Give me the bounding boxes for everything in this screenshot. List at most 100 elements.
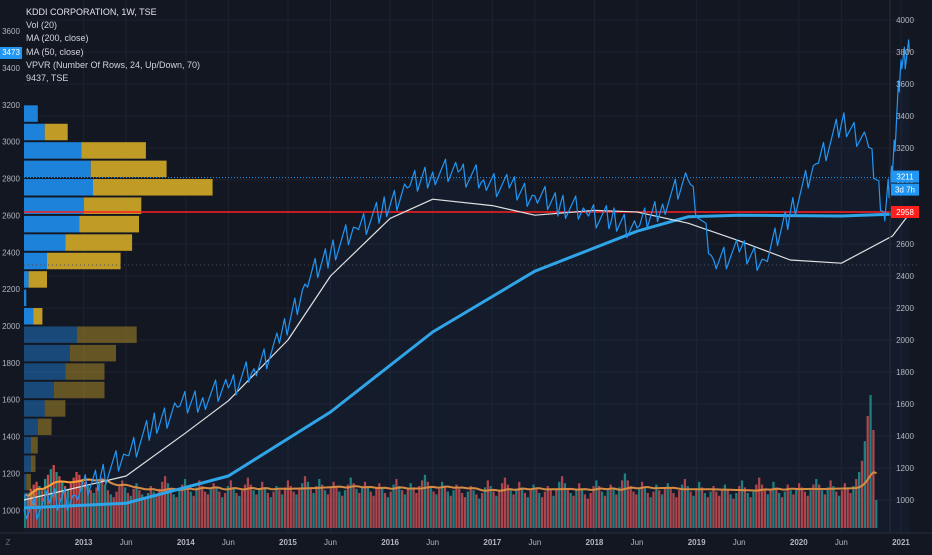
volume-bar: [758, 477, 761, 528]
volume-bar: [401, 490, 404, 528]
vpvr-up-bar: [24, 197, 84, 214]
volume-bar: [543, 491, 547, 528]
volume-bar: [460, 493, 464, 528]
volume-bar: [780, 497, 784, 528]
volume-bar: [203, 491, 207, 528]
volume-bar: [81, 479, 84, 528]
volume-bar: [535, 488, 538, 528]
volume-bar: [718, 495, 721, 528]
volume-bar: [666, 483, 669, 528]
volume-bar: [383, 493, 387, 528]
volume-bar: [500, 483, 504, 528]
volume-bar: [201, 486, 204, 528]
volume-bar: [692, 495, 695, 528]
volume-bar: [432, 491, 435, 528]
volume-bar: [326, 494, 330, 528]
volume-bar: [115, 491, 118, 528]
volume-bar: [772, 481, 775, 528]
vpvr-up-bar: [24, 326, 77, 343]
volume-bar: [315, 486, 318, 528]
volume-bar: [778, 493, 781, 528]
volume-bar: [169, 488, 172, 528]
volume-bar: [241, 490, 244, 528]
volume-bar: [815, 479, 818, 528]
volume-bar: [109, 494, 112, 528]
volume-ma-line: [24, 471, 877, 497]
vpvr-up-bar: [24, 252, 47, 270]
volume-bar: [181, 484, 184, 528]
vpvr-down-bar: [33, 308, 43, 325]
volume-bar: [178, 490, 181, 528]
volume-bar: [363, 481, 367, 528]
volume-bar: [506, 484, 509, 528]
vpvr-down-bar: [70, 344, 116, 362]
vpvr-down-bar: [76, 326, 137, 343]
volume-bar: [35, 481, 38, 528]
volume-bar: [341, 495, 344, 528]
right-axis-tick: 1200: [896, 464, 914, 473]
vpvr-down-bar: [53, 381, 105, 399]
volume-bar: [118, 486, 121, 528]
volume-bar: [323, 490, 327, 528]
volume-bar: [129, 495, 132, 528]
volume-bar: [838, 495, 841, 528]
volume-bar: [503, 477, 507, 528]
volume-bar: [632, 491, 635, 528]
volume-bar: [620, 480, 624, 528]
volume-bar: [41, 490, 44, 528]
right-axis-tick: 3800: [896, 48, 914, 57]
level-tag-3211: [891, 170, 919, 183]
volume-bar: [875, 500, 878, 528]
volume-bar: [538, 493, 541, 528]
volume-bar: [355, 488, 358, 528]
volume-bar: [309, 488, 312, 528]
volume-bar: [343, 490, 347, 528]
vpvr-down-bar: [28, 492, 36, 509]
volume-bar: [478, 498, 481, 528]
volume-bar: [386, 497, 389, 528]
volume-bar: [829, 480, 832, 528]
volume-bar: [549, 490, 552, 528]
volume-bar: [235, 493, 238, 528]
volume-bar: [800, 487, 804, 528]
volume-bar: [600, 491, 604, 528]
volume-bar: [720, 490, 724, 528]
volume-bar: [603, 495, 607, 528]
volume-bar: [649, 497, 652, 528]
vpvr-up-bar: [24, 105, 38, 122]
volume-bar: [698, 481, 701, 528]
right-axis-tick: 1400: [896, 432, 914, 441]
volume-bar: [612, 488, 615, 528]
volume-bar: [418, 486, 421, 528]
level-tag-2958-label: 2958: [896, 208, 914, 217]
volume-bar: [372, 495, 375, 528]
volume-bar: [820, 490, 824, 528]
level-tag-2958: [891, 206, 919, 218]
volume-bar: [381, 487, 384, 528]
volume-bar: [546, 486, 549, 528]
volume-bar: [175, 497, 178, 528]
volume-bar: [855, 479, 858, 528]
volume-bar: [558, 481, 561, 528]
volume-bar: [246, 477, 250, 528]
volume-bar: [298, 488, 301, 528]
x-axis-tick: Jun: [120, 538, 133, 547]
volume-bar: [606, 490, 609, 528]
volume-bar: [86, 486, 90, 528]
volume-bar: [72, 477, 75, 528]
volume-bar: [729, 494, 732, 528]
volume-bar: [438, 488, 441, 528]
volume-bar: [598, 486, 601, 528]
volume-bar: [680, 484, 684, 528]
volume-bar: [643, 487, 647, 528]
left-axis-tick: 1400: [2, 433, 20, 442]
volume-bar: [872, 430, 875, 528]
volume-bar: [449, 495, 452, 528]
volume-bar: [138, 490, 141, 528]
volume-bar: [843, 483, 846, 528]
volume-bar: [141, 494, 144, 528]
volume-bar: [580, 488, 584, 528]
x-axis-tick: Jun: [528, 538, 541, 547]
